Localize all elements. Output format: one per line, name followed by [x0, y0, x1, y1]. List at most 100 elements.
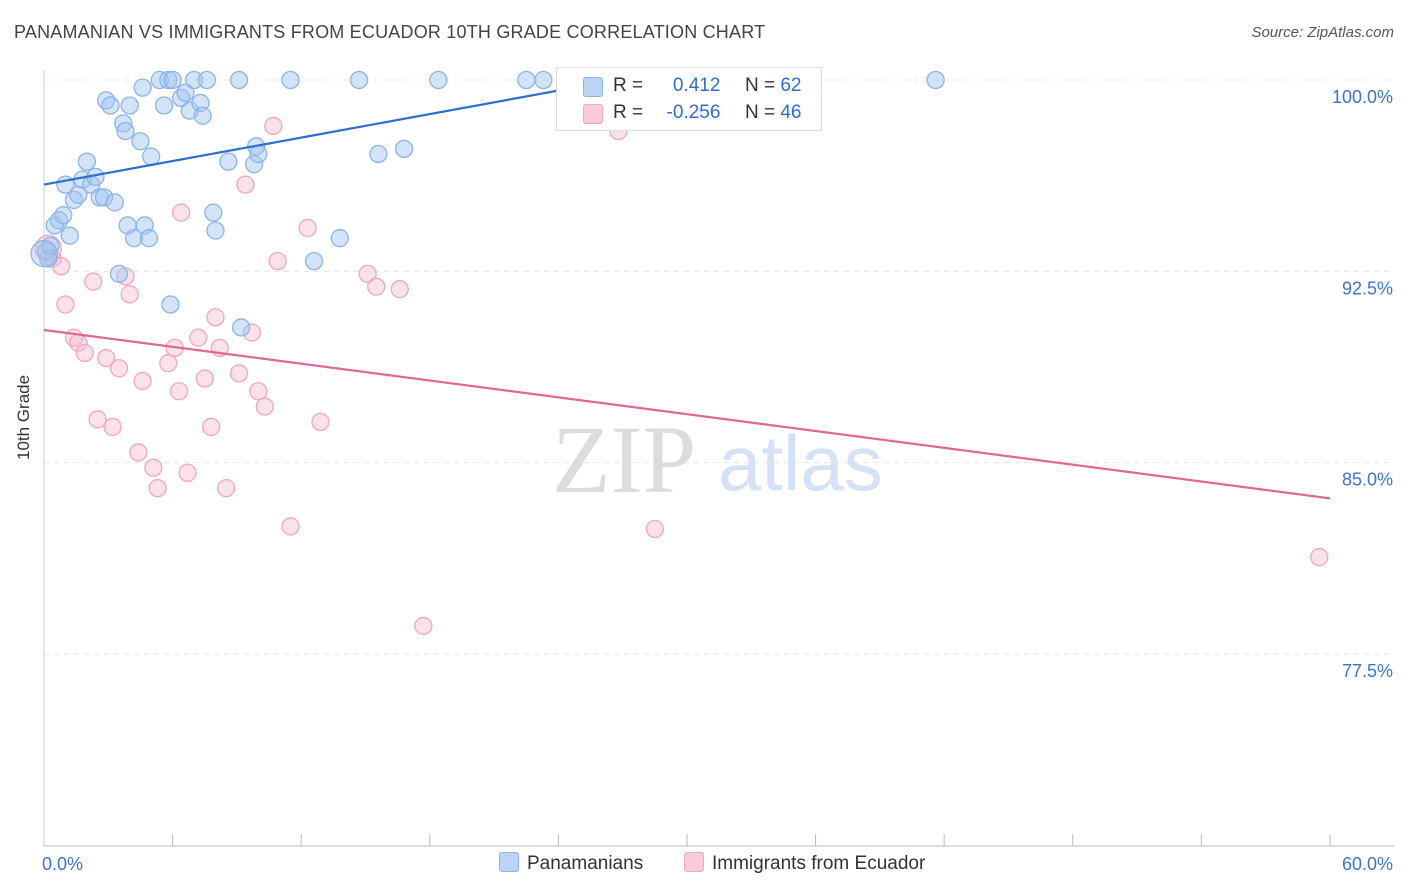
- panamanians-point-46: [232, 318, 251, 337]
- ecuador-point-31: [249, 382, 268, 401]
- panamanians-point-53: [349, 70, 369, 90]
- n-label: N =: [744, 75, 776, 96]
- panamanians-point-56: [429, 70, 448, 90]
- legend-row-ecuador: R = -0.256 N = 46: [613, 102, 801, 124]
- panamanians-point-24: [124, 229, 144, 248]
- series-legend-panamanians: Panamanians: [499, 852, 643, 875]
- ecuador-point-30: [242, 323, 262, 342]
- panamanians-point-29: [142, 147, 161, 166]
- ecuador-point-8: [97, 348, 116, 368]
- ecuador-point-19: [169, 382, 189, 401]
- panamanians-point-54: [369, 144, 388, 164]
- panamanians-point-52: [330, 229, 349, 248]
- n-label: N =: [744, 102, 776, 123]
- ecuador-point-9: [103, 417, 122, 437]
- panamanians-point-43: [206, 221, 225, 240]
- n-value-ecuador: 46: [780, 102, 802, 123]
- ecuador-point-33: [264, 116, 283, 136]
- trend-lines: [43, 73, 1331, 500]
- watermark-zip: ZIP: [552, 406, 696, 513]
- x-axis-ticks: [43, 834, 1331, 846]
- ecuador-point-28: [229, 364, 249, 383]
- ecuador-point-15: [144, 458, 163, 477]
- ecuador-point-38: [358, 264, 377, 284]
- panamanians-point-42: [204, 203, 223, 222]
- panamanians-point-34: [161, 295, 180, 314]
- panamanians-point-15: [94, 188, 114, 207]
- ecuador-point-12: [120, 285, 139, 304]
- panamanians-point-26: [133, 78, 152, 97]
- correlation-legend: R = 0.412 N = 62 R = -0.256 N = 46: [556, 67, 822, 131]
- ecuador-point-17: [159, 354, 178, 373]
- panamanians-point-41: [197, 70, 217, 90]
- series-legend-swatch-ecuador: [684, 852, 704, 872]
- ecuador-point-32: [255, 397, 274, 416]
- series-legend-label-ecuador: Immigrants from Ecuador: [712, 853, 926, 874]
- panamanians-point-11: [77, 152, 97, 171]
- panamanians-point-23: [120, 96, 139, 115]
- panamanians-point-51: [304, 251, 324, 271]
- panamanians-point-50: [281, 70, 300, 90]
- ecuador-point-29: [236, 175, 255, 194]
- y-tick-label-1: 85.0%: [1342, 470, 1393, 490]
- r-value-ecuador: -0.256: [666, 102, 721, 123]
- ecuador-point-22: [189, 328, 208, 347]
- ecuador-trend-line: [43, 328, 1331, 500]
- y-tick-label-3: 100.0%: [1332, 87, 1393, 107]
- series-panamanians-points: [30, 70, 945, 337]
- ecuador-point-6: [84, 272, 103, 291]
- ecuador-point-39: [367, 277, 386, 296]
- panamanians-point-38: [184, 70, 204, 90]
- series-legend-label-panamanians: Panamanians: [527, 853, 644, 874]
- legend-swatch-ecuador: [583, 104, 603, 124]
- ecuador-point-20: [172, 203, 191, 222]
- ecuador-point-41: [414, 616, 433, 636]
- panamanians-point-47: [244, 155, 264, 174]
- ecuador-point-43: [645, 519, 664, 539]
- ecuador-point-25: [206, 308, 225, 327]
- panamanians-point-2: [41, 236, 60, 255]
- ecuador-point-34: [268, 251, 287, 271]
- panamanians-point-28: [139, 229, 159, 248]
- ecuador-point-40: [390, 280, 409, 299]
- ecuador-point-16: [148, 479, 167, 498]
- series-legend-ecuador: Immigrants from Ecuador: [684, 852, 925, 875]
- y-tick-labels: 77.5% 85.0% 92.5% 100.0%: [1332, 87, 1393, 681]
- panamanians-point-31: [154, 96, 174, 115]
- ecuador-point-35: [281, 517, 300, 536]
- panamanians-trend-line: [43, 73, 645, 186]
- panamanians-point-40: [193, 106, 212, 125]
- ecuador-point-36: [298, 218, 317, 238]
- ecuador-point-7: [88, 410, 107, 429]
- r-label: R =: [613, 102, 644, 123]
- r-value-panamanians: 0.412: [672, 75, 721, 96]
- x-tick-label-min: 0.0%: [42, 854, 83, 874]
- panamanians-point-57: [517, 70, 536, 90]
- panamanians-point-21: [116, 121, 135, 141]
- y-tick-label-2: 92.5%: [1342, 278, 1393, 298]
- ecuador-point-27: [217, 479, 236, 498]
- chart-source: Source: ZipAtlas.com: [1251, 24, 1394, 41]
- panamanians-point-45: [229, 70, 249, 90]
- ecuador-point-2: [56, 295, 75, 314]
- x-axis: [43, 834, 1394, 847]
- panamanians-point-61: [30, 239, 58, 268]
- ecuador-point-21: [178, 463, 197, 483]
- panamanians-point-18: [105, 193, 124, 212]
- chart-title: PANAMANIAN VS IMMIGRANTS FROM ECUADOR 10…: [14, 22, 766, 42]
- panamanians-point-7: [60, 226, 79, 245]
- panamanians-point-60: [926, 70, 945, 90]
- legend-row-panamanians: R = 0.412 N = 62: [613, 75, 801, 97]
- ecuador-point-23: [195, 369, 214, 388]
- panamanians-point-25: [131, 132, 150, 151]
- panamanians-point-17: [101, 96, 120, 115]
- watermark: ZIP atlas: [552, 406, 883, 513]
- x-tick-label-max: 60.0%: [1342, 854, 1393, 874]
- n-value-panamanians: 62: [780, 75, 802, 96]
- ecuador-point-45: [34, 234, 62, 263]
- watermark-atlas: atlas: [718, 419, 883, 507]
- y-tick-label-0: 77.5%: [1342, 661, 1393, 681]
- panamanians-point-36: [176, 83, 195, 102]
- ecuador-point-10: [109, 359, 129, 378]
